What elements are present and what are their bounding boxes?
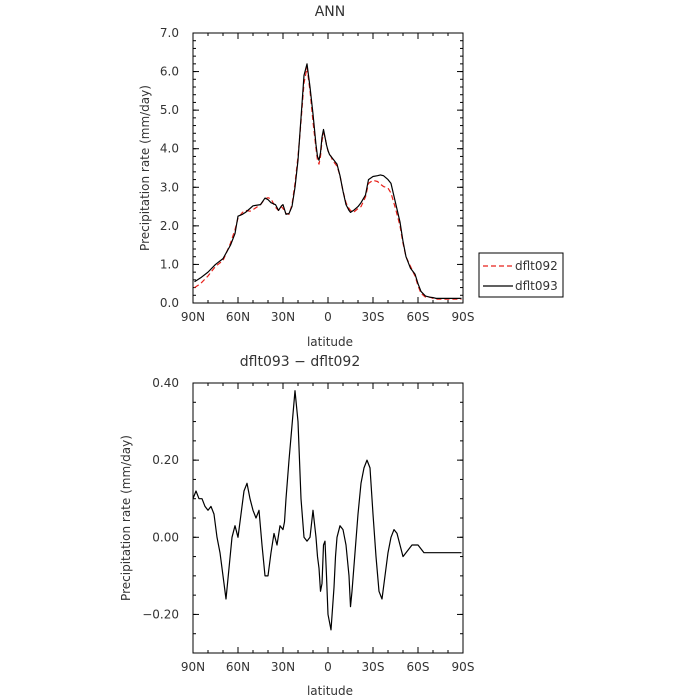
legend-label-dflt093: dflt093 — [515, 279, 558, 293]
x-tick-label-bottom: 90N — [181, 660, 205, 674]
x-tick-label-bottom: 30S — [362, 660, 385, 674]
y-tick-label-top: 1.0 — [160, 257, 179, 271]
x-tick-label-bottom: 0 — [324, 660, 332, 674]
panel-top: ANN 90N 60N 30N 0 30S 60S 90S 0.0 1.0 2.0 3.0 4.0 5.… — [138, 4, 474, 349]
y-tick-label-top: 7.0 — [160, 26, 179, 40]
y-tick-label-bottom: 0.20 — [152, 453, 179, 467]
y-tick-label-bottom: −0.20 — [142, 607, 179, 621]
legend-box — [478, 252, 564, 298]
y-tick-label-bottom: 0.40 — [152, 376, 179, 390]
chart-title-top: ANN — [315, 4, 346, 20]
x-tick-label-top: 60N — [226, 310, 250, 324]
y-tick-label-top: 0.0 — [160, 296, 179, 310]
x-tick-label-bottom: 90S — [452, 660, 475, 674]
x-tick-label-top: 0 — [324, 310, 332, 324]
series-line-dflt093 — [194, 63, 462, 299]
chart-title-bottom: dflt093 − dflt092 — [240, 354, 360, 370]
x-tick-label-top: 60S — [407, 310, 430, 324]
y-axis-label-bottom: Precipitation rate (mm/day) — [119, 435, 133, 601]
x-tick-label-bottom: 30N — [271, 660, 295, 674]
legend: dflt092 dflt093 — [478, 252, 564, 298]
x-axis-label-top: latitude — [307, 335, 353, 349]
y-tick-label-top: 5.0 — [160, 103, 179, 117]
plot-frame-top — [192, 32, 464, 304]
y-tick-label-top: 6.0 — [160, 65, 179, 79]
y-tick-label-top: 4.0 — [160, 142, 179, 156]
x-axis-label-bottom: latitude — [307, 684, 353, 698]
y-tick-label-bottom: 0.00 — [152, 530, 179, 544]
series-line-dflt092 — [194, 67, 462, 300]
y-tick-label-top: 3.0 — [160, 180, 179, 194]
x-tick-label-top: 90N — [181, 310, 205, 324]
x-tick-label-top: 30S — [362, 310, 385, 324]
x-tick-label-top: 90S — [452, 310, 475, 324]
x-tick-label-bottom: 60S — [407, 660, 430, 674]
panel-bottom: dflt093 − dflt092 90N 60N 30N 0 30S 60S 90S 0.4… — [119, 354, 474, 698]
series-line-diff-0 — [192, 390, 462, 631]
x-tick-label-bottom: 60N — [226, 660, 250, 674]
y-axis-label-top: Precipitation rate (mm/day) — [138, 85, 152, 251]
x-tick-label-top: 30N — [271, 310, 295, 324]
legend-label-dflt092: dflt092 — [515, 259, 558, 273]
y-tick-label-top: 2.0 — [160, 219, 179, 233]
